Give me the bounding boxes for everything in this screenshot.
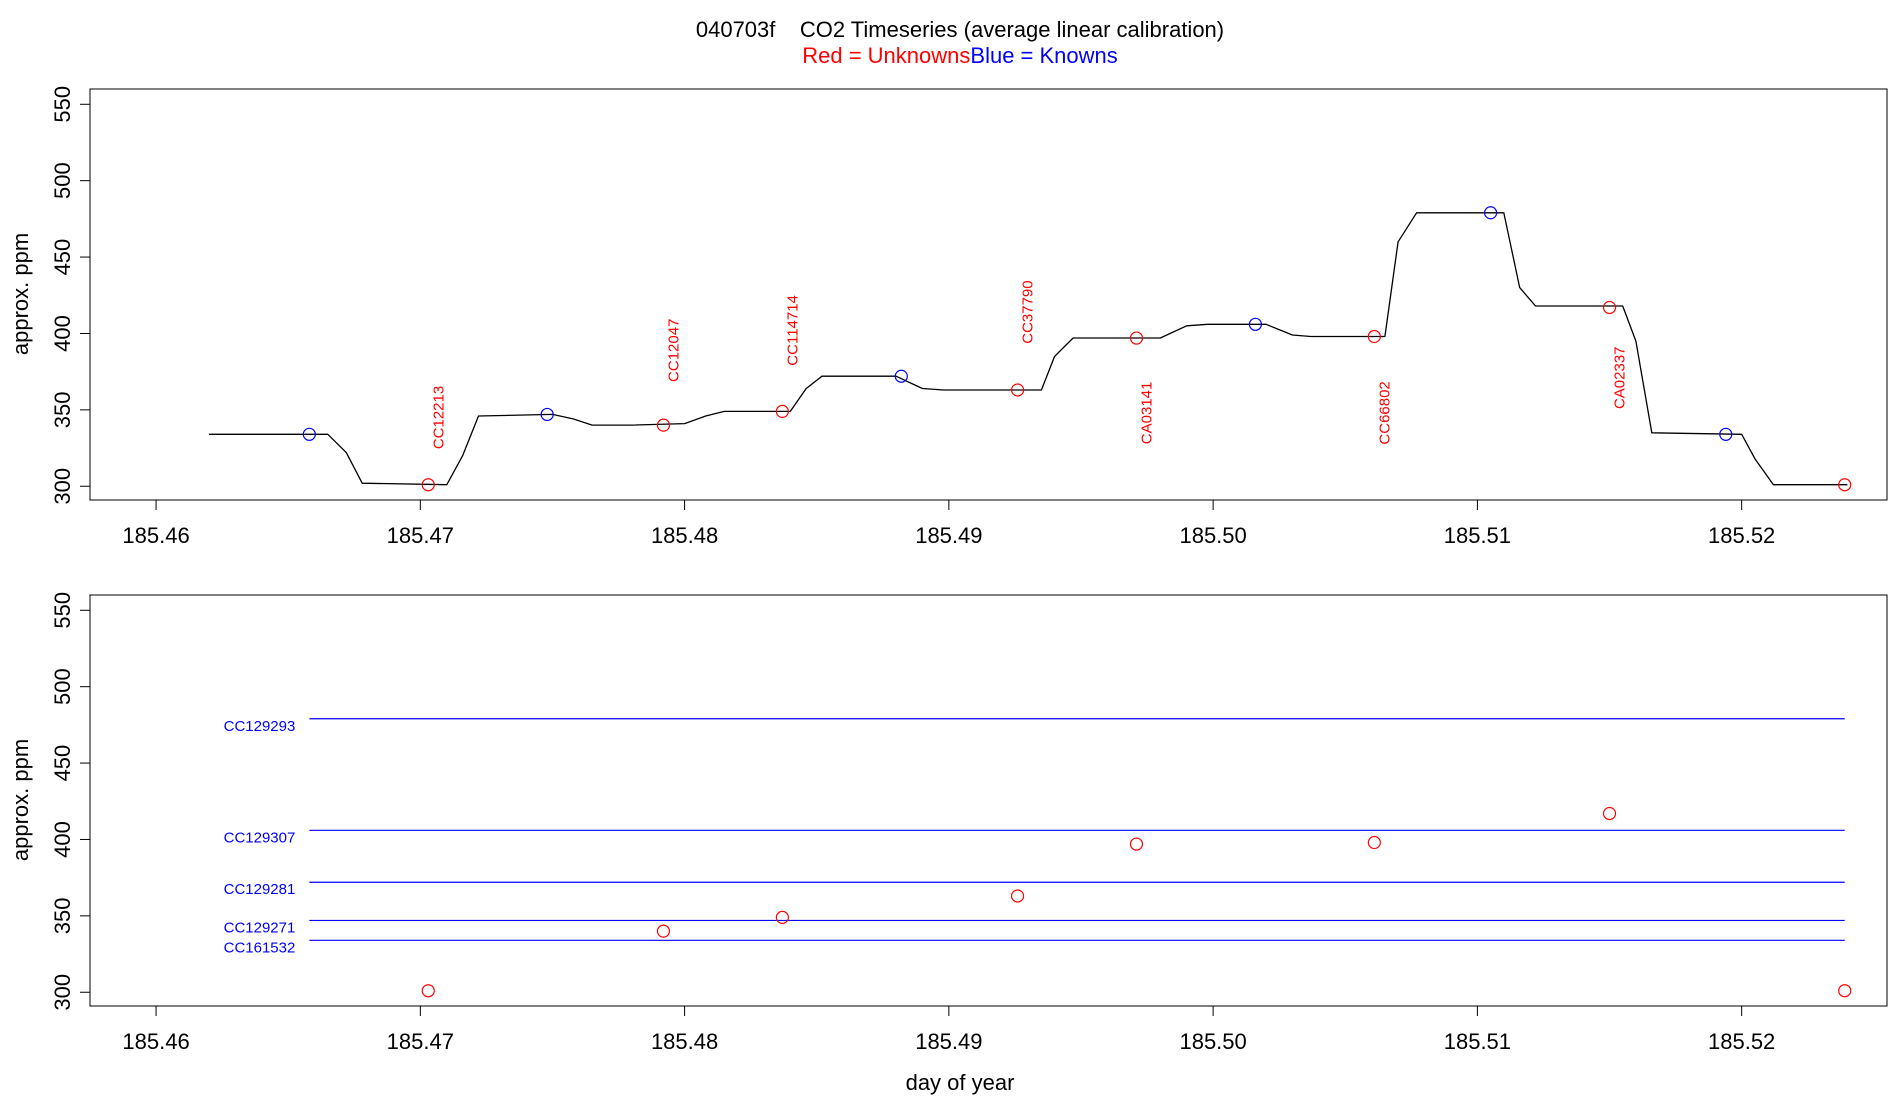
legend-knowns: Blue = Knowns	[970, 43, 1117, 68]
timeseries-y-axis-label: approx. ppm	[8, 233, 33, 355]
timeseries-y-tick-label: 550	[50, 86, 75, 123]
calibration-y-axis-label: approx. ppm	[8, 739, 33, 861]
calibration-x-axis-label: day of year	[906, 1070, 1015, 1095]
unknown-sample-point	[421, 478, 435, 492]
known-standard-label: CC129281	[224, 881, 296, 898]
calibration-y-tick-label: 500	[50, 668, 75, 705]
known-sample-point	[894, 369, 908, 383]
timeseries-x-tick-label: 185.50	[1179, 523, 1246, 548]
unknown-sample-point	[1602, 806, 1617, 821]
unknown-sample-point	[775, 910, 789, 924]
unknown-sample-point	[421, 984, 435, 998]
calibration-y-tick-label: 400	[50, 821, 75, 858]
calibration-x-tick-label: 185.47	[387, 1029, 454, 1054]
unknown-sample-point	[656, 418, 671, 432]
figure-title: 040703f CO2 Timeseries (average linear c…	[696, 17, 1224, 42]
unknown-sample-label: CA02337	[1612, 346, 1629, 409]
unknown-sample-point	[1129, 837, 1144, 851]
timeseries-y-tick-label: 400	[50, 315, 75, 352]
unknown-sample-point	[1010, 383, 1025, 397]
timeseries-axes: 185.46 185.47 185.48 185.49 185.50 185.51 185.…	[50, 86, 1775, 548]
known-standard-label: CC129307	[224, 829, 296, 846]
calibration-y-tick-label: 450	[50, 745, 75, 782]
timeseries-x-tick-label: 185.47	[387, 523, 454, 548]
calibration-x-tick-label: 185.52	[1708, 1029, 1775, 1054]
unknown-sample-point	[1602, 300, 1617, 315]
unknown-sample-point	[1129, 331, 1144, 345]
timeseries-y-tick-label: 300	[50, 468, 75, 505]
calibration-x-tick-label: 185.48	[651, 1029, 718, 1054]
calibration-x-tick-label: 185.50	[1179, 1029, 1246, 1054]
unknown-sample-point	[1838, 478, 1852, 492]
co2-trace-line	[208, 212, 1848, 486]
known-sample-point	[1719, 427, 1733, 441]
calibration-x-tick-label: 185.49	[915, 1029, 982, 1054]
calibration-panel: 185.46 185.47 185.48 185.49 185.50 185.51 185.…	[8, 592, 1888, 1095]
calibration-x-tick-label: 185.46	[122, 1029, 189, 1054]
calibration-y-tick-label: 550	[50, 592, 75, 629]
timeseries-x-tick-label: 185.48	[651, 523, 718, 548]
known-standard-label: CC129271	[224, 919, 296, 936]
known-sample-point	[540, 407, 554, 422]
unknown-sample-label: CC37790	[1020, 280, 1037, 343]
unknown-sample-point	[1010, 889, 1025, 903]
calibration-x-tick-label: 185.51	[1444, 1029, 1511, 1054]
calibration-plot-area: CC129293 CC129307 CC129281 CC129271 CC161532	[224, 718, 1852, 998]
unknown-sample-label: CC66802	[1376, 381, 1393, 444]
known-standard-label: CC161532	[224, 939, 296, 956]
calibration-y-tick-label: 350	[50, 897, 75, 934]
unknown-sample-label: CC12213	[430, 386, 447, 449]
unknown-sample-point	[656, 924, 671, 938]
unknown-sample-point	[1367, 329, 1381, 344]
figure-legend-line: Red = UnknownsBlue = Knowns	[802, 43, 1118, 68]
calibration-axes: 185.46 185.47 185.48 185.49 185.50 185.51 185.…	[50, 592, 1775, 1054]
unknown-sample-label: CC114714	[784, 295, 801, 366]
known-sample-point	[1484, 206, 1498, 220]
timeseries-y-tick-label: 450	[50, 239, 75, 276]
unknown-sample-point	[1367, 835, 1381, 850]
timeseries-x-tick-label: 185.51	[1444, 523, 1511, 548]
timeseries-x-tick-label: 185.49	[915, 523, 982, 548]
unknown-sample-label: CC12047	[665, 319, 682, 382]
legend-unknowns: Red = Unknowns	[802, 43, 970, 68]
known-sample-point	[302, 427, 316, 441]
known-sample-point	[1248, 317, 1263, 331]
unknown-sample-point	[1838, 984, 1852, 998]
timeseries-plot-area: CC12213 CC12047 CC114714 CC37790 CA03141 CC66…	[208, 206, 1852, 492]
timeseries-panel: 185.46 185.47 185.48 185.49 185.50 185.51 185.…	[8, 86, 1888, 548]
unknown-sample-label: CA03141	[1138, 382, 1155, 445]
known-standard-label: CC129293	[224, 718, 296, 735]
calibration-y-tick-label: 300	[50, 974, 75, 1011]
timeseries-x-tick-label: 185.46	[122, 523, 189, 548]
unknown-sample-point	[775, 404, 789, 418]
timeseries-y-tick-label: 350	[50, 391, 75, 428]
timeseries-x-tick-label: 185.52	[1708, 523, 1775, 548]
timeseries-y-tick-label: 500	[50, 162, 75, 199]
